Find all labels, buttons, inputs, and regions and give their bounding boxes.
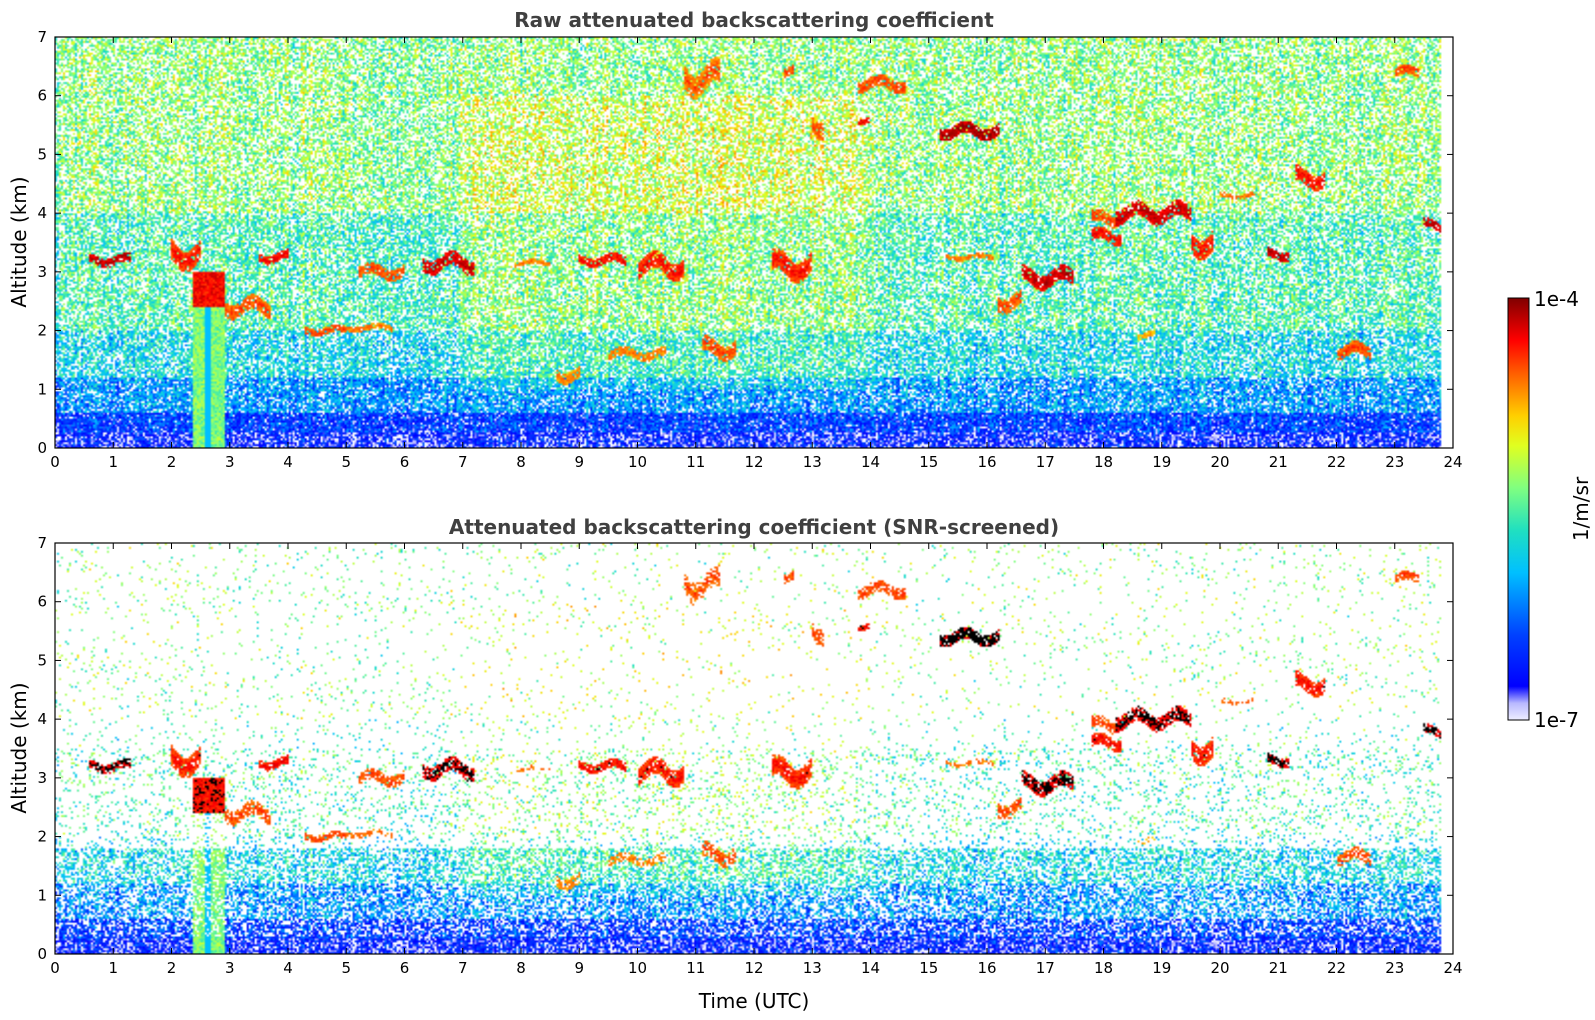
heatmap-image — [55, 37, 1453, 448]
x-tick-label: 1 — [108, 453, 118, 471]
y-tick-label: 1 — [37, 380, 47, 398]
y-tick-label: 5 — [37, 651, 47, 669]
y-tick-label: 0 — [37, 945, 47, 963]
y-tick-label: 7 — [37, 534, 47, 552]
x-tick-label: 10 — [628, 959, 647, 977]
x-tick-label: 19 — [1152, 959, 1171, 977]
x-tick-label: 12 — [744, 959, 763, 977]
y-tick-label: 3 — [37, 769, 47, 787]
x-tick-label: 19 — [1152, 453, 1171, 471]
x-tick-label: 11 — [686, 453, 705, 471]
x-tick-label: 0 — [50, 453, 60, 471]
x-tick-label: 24 — [1443, 453, 1462, 471]
x-tick-label: 22 — [1327, 959, 1346, 977]
x-tick-label: 8 — [516, 959, 526, 977]
raw-backscatter-panel: Raw attenuated backscattering coefficien… — [7, 8, 1463, 471]
x-tick-label: 2 — [167, 453, 177, 471]
x-tick-label: 15 — [919, 453, 938, 471]
colorbar: 1e-4 1e-7 1/m/sr — [1507, 287, 1593, 732]
panel-title: Attenuated backscattering coefficient (S… — [449, 515, 1059, 539]
y-axis-label: Altitude (km) — [7, 176, 31, 307]
x-tick-label: 20 — [1210, 453, 1229, 471]
x-tick-label: 16 — [977, 453, 996, 471]
axis-ticks: 0 1 2 3 4 5 6 7 8 9 10 11 12 13 14 15 16 17 18 19 20 21 22 23 24… — [37, 28, 1462, 471]
x-tick-label: 3 — [225, 959, 235, 977]
y-tick-label: 3 — [37, 263, 47, 281]
x-tick-label: 23 — [1385, 959, 1404, 977]
colorbar-min-label: 1e-7 — [1534, 708, 1579, 732]
x-tick-label: 13 — [803, 959, 822, 977]
colorbar-unit-label: 1/m/sr — [1569, 476, 1593, 541]
x-tick-label: 15 — [919, 959, 938, 977]
x-tick-label: 5 — [341, 959, 351, 977]
x-tick-label: 5 — [341, 453, 351, 471]
colorbar-gradient — [1507, 297, 1530, 721]
x-tick-label: 14 — [861, 959, 880, 977]
plot-frame — [54, 542, 1454, 955]
y-axis-label: Altitude (km) — [7, 682, 31, 813]
heatmap-image — [55, 543, 1453, 954]
y-tick-label: 1 — [37, 886, 47, 904]
y-tick-label: 4 — [37, 204, 47, 222]
x-tick-label: 6 — [400, 453, 410, 471]
y-tick-label: 7 — [37, 28, 47, 46]
x-tick-label: 4 — [283, 453, 293, 471]
y-tick-label: 0 — [37, 439, 47, 457]
x-tick-label: 16 — [977, 959, 996, 977]
x-axis-label: Time (UTC) — [698, 989, 810, 1013]
x-tick-label: 14 — [861, 453, 880, 471]
y-tick-label: 5 — [37, 145, 47, 163]
x-tick-label: 18 — [1094, 453, 1113, 471]
x-tick-label: 11 — [686, 959, 705, 977]
x-tick-label: 0 — [50, 959, 60, 977]
x-tick-label: 7 — [458, 453, 468, 471]
x-tick-label: 21 — [1269, 959, 1288, 977]
x-tick-label: 22 — [1327, 453, 1346, 471]
x-tick-label: 21 — [1269, 453, 1288, 471]
x-tick-label: 1 — [108, 959, 118, 977]
x-tick-label: 9 — [574, 453, 584, 471]
plot-frame — [54, 36, 1454, 449]
colorbar-max-label: 1e-4 — [1534, 287, 1579, 311]
x-tick-label: 2 — [167, 959, 177, 977]
y-tick-label: 2 — [37, 322, 47, 340]
x-tick-label: 12 — [744, 453, 763, 471]
x-tick-label: 4 — [283, 959, 293, 977]
y-tick-label: 2 — [37, 828, 47, 846]
y-tick-label: 6 — [37, 87, 47, 105]
x-tick-label: 7 — [458, 959, 468, 977]
x-tick-label: 10 — [628, 453, 647, 471]
x-tick-label: 3 — [225, 453, 235, 471]
x-tick-label: 13 — [803, 453, 822, 471]
y-tick-label: 6 — [37, 593, 47, 611]
snr-screened-panel: Attenuated backscattering coefficient (S… — [7, 515, 1463, 1013]
x-tick-label: 6 — [400, 959, 410, 977]
x-tick-label: 18 — [1094, 959, 1113, 977]
y-tick-label: 4 — [37, 710, 47, 728]
x-tick-label: 8 — [516, 453, 526, 471]
x-tick-label: 23 — [1385, 453, 1404, 471]
x-tick-label: 24 — [1443, 959, 1462, 977]
x-tick-label: 17 — [1036, 959, 1055, 977]
panel-title: Raw attenuated backscattering coefficien… — [514, 8, 994, 32]
x-tick-label: 20 — [1210, 959, 1229, 977]
x-tick-label: 17 — [1036, 453, 1055, 471]
x-tick-label: 9 — [574, 959, 584, 977]
